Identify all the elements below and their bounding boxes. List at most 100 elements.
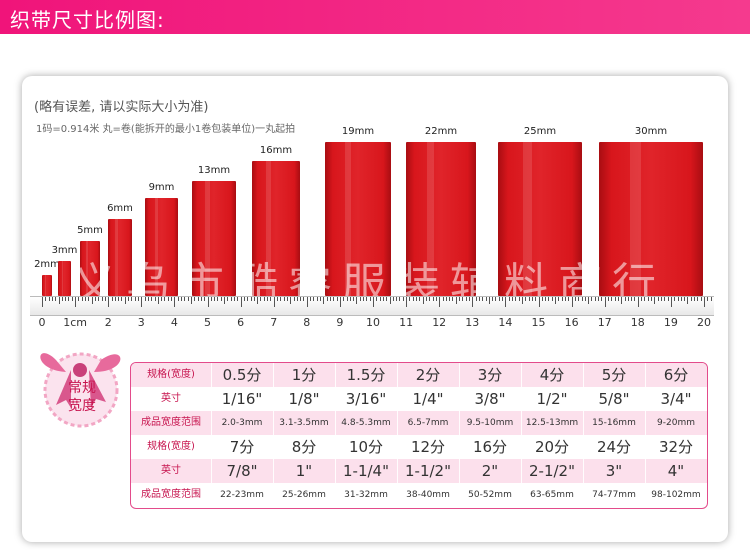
column-divider [397, 363, 398, 508]
ruler-tick [214, 297, 216, 301]
ruler-tick [94, 297, 96, 301]
ruler-tick [134, 297, 136, 301]
ruler-tick [657, 297, 659, 301]
ruler-tick [243, 297, 245, 301]
ruler-tick [296, 297, 298, 301]
ruler-tick [419, 297, 421, 301]
ruler-tick [611, 297, 613, 301]
table-cell: 3/8" [474, 390, 506, 408]
ruler-tick [558, 297, 560, 301]
column-divider [707, 363, 708, 508]
ruler-tick [343, 297, 345, 301]
ruler-tick [310, 297, 312, 301]
ruler-tick [608, 297, 609, 301]
ruler-tick [452, 297, 454, 301]
ruler-tick [389, 297, 391, 304]
column-divider [459, 363, 460, 508]
ruler-tick [65, 297, 67, 301]
ribbon-highlight [427, 142, 434, 296]
ruler-tick [376, 297, 378, 301]
ruler-tick [462, 297, 464, 301]
ribbon-2 [58, 261, 71, 296]
ruler-tick [111, 297, 113, 301]
ruler-tick [290, 297, 292, 304]
ruler-tick [316, 297, 318, 301]
table-cell: 3/16" [345, 390, 387, 408]
ruler-tick [267, 297, 269, 301]
ruler-tick [227, 297, 229, 301]
ruler-tick [687, 297, 689, 304]
ruler-tick [670, 297, 672, 307]
table-cell: 5分 [601, 366, 627, 384]
ruler-tick [386, 297, 388, 301]
ruler-tick [81, 297, 83, 301]
ruler-tick [521, 297, 523, 304]
ruler-tick [704, 297, 705, 307]
ruler-tick [253, 297, 255, 301]
ruler-tick [157, 297, 159, 304]
ruler-tick [425, 297, 427, 301]
ribbon-label: 25mm [523, 126, 557, 137]
ruler-tick [677, 297, 679, 301]
ruler-tick [442, 297, 444, 301]
ruler-tick [48, 297, 50, 301]
table-row: 英寸 7/8" 1" 1-1/4" 1-1/2" 2" 2-1/2" 3" 4" [131, 459, 707, 483]
ruler-number: 14 [498, 316, 513, 329]
ruler-tick [263, 297, 265, 301]
ribbon-10 [498, 142, 582, 296]
column-divider [645, 363, 646, 508]
ruler-tick [91, 297, 93, 304]
ruler-tick [545, 297, 547, 301]
ruler-tick [349, 297, 351, 301]
table-cell: 1-1/4" [343, 462, 389, 480]
ruler-tick [416, 297, 418, 301]
row-header: 规格(宽度) [147, 369, 195, 380]
disclaimer-note: (略有误差, 请以实际大小为准) [34, 100, 209, 115]
ruler-number: 20 [697, 316, 711, 329]
table-row: 成品宽度范围 22-23mm 25-26mm 31-32mm 38-40mm 50-52m… [131, 483, 707, 507]
ribbon-highlight [115, 219, 118, 296]
ruler-tick [627, 297, 629, 301]
table-cell: 50-52mm [468, 490, 512, 500]
ribbon-highlight [523, 142, 532, 296]
table-cell: 74-77mm [592, 490, 636, 500]
ruler-tick [581, 297, 583, 301]
ruler-tick [336, 297, 338, 301]
ruler-tick [240, 297, 242, 307]
ruler-tick [154, 297, 156, 301]
ribbon-9 [406, 142, 476, 296]
ruler-tick [257, 297, 259, 304]
ruler-tick [564, 297, 566, 301]
ruler-tick [624, 297, 626, 301]
ruler-tick [472, 297, 474, 307]
ruler-tick [339, 297, 341, 307]
ruler-number: 0 [38, 316, 46, 329]
ruler-tick [660, 297, 662, 301]
table-cell: 63-65mm [530, 490, 574, 500]
ruler-tick [634, 297, 636, 301]
ruler-tick [313, 297, 315, 301]
ruler-tick [68, 297, 70, 301]
ribbon-4 [108, 219, 132, 296]
ruler-tick [224, 297, 226, 304]
table-cell: 12分 [410, 438, 446, 456]
ribbon-label: 22mm [424, 126, 458, 137]
ruler-tick [455, 297, 457, 304]
table-cell: 1-1/2" [405, 462, 451, 480]
ribbon-7 [252, 161, 300, 296]
ruler-tick [495, 297, 497, 301]
column-divider [273, 363, 274, 508]
ruler-tick [121, 297, 123, 301]
ruler-tick [124, 297, 126, 304]
ruler-tick [356, 297, 358, 304]
ruler-tick [654, 297, 656, 304]
ruler-tick [399, 297, 401, 301]
ruler-tick [237, 297, 239, 301]
ruler-tick [700, 297, 702, 301]
table-cell: 2" [481, 462, 499, 480]
ruler-tick [392, 297, 394, 301]
ruler-tick [161, 297, 163, 301]
table-cell: 6.5-7mm [407, 418, 449, 428]
ruler-tick [131, 297, 133, 301]
ruler-number: 6 [237, 316, 245, 329]
